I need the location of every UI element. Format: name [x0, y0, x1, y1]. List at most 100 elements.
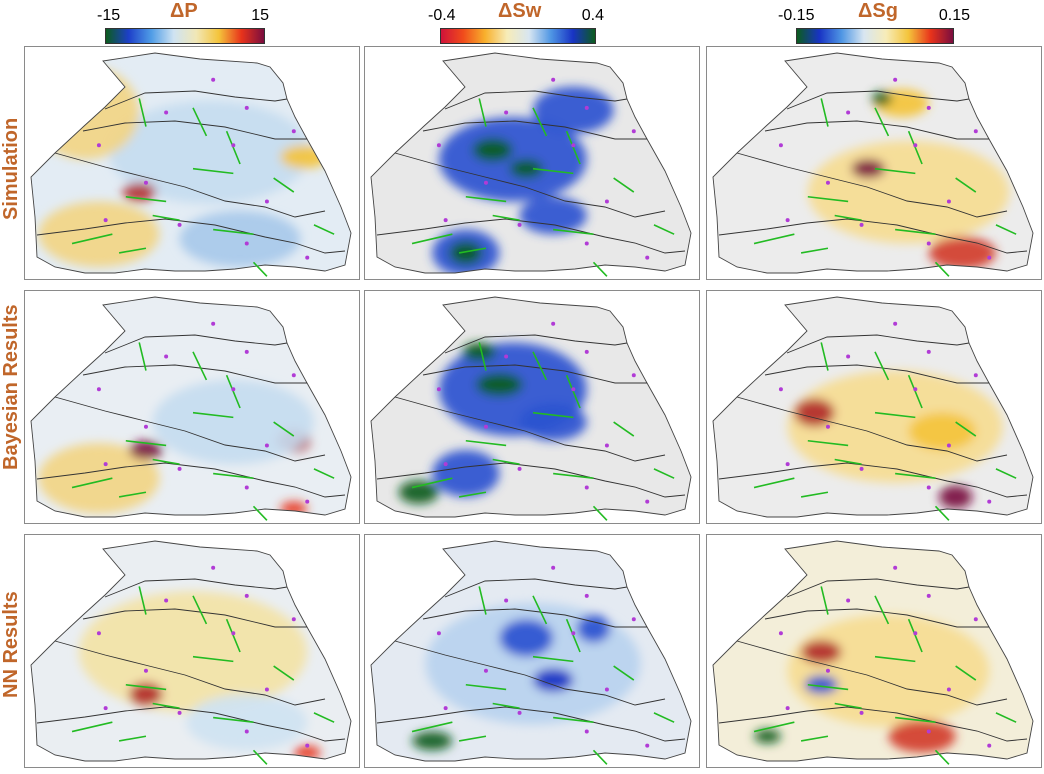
well-trajectory — [653, 712, 675, 723]
well-marker — [143, 180, 148, 185]
well-trajectory — [955, 177, 977, 193]
map-panel-simulation-dp — [24, 46, 360, 280]
well-marker — [96, 143, 101, 148]
fault-line — [394, 640, 666, 706]
well-marker — [244, 349, 249, 354]
well-marker — [631, 129, 636, 134]
well-marker — [973, 617, 978, 622]
well-marker — [785, 706, 790, 711]
property-anomaly — [438, 117, 587, 202]
well-marker — [584, 241, 589, 246]
well-marker — [143, 424, 148, 429]
property-anomaly — [280, 145, 328, 169]
well-marker — [291, 129, 296, 134]
fault-line — [736, 640, 1008, 706]
well-marker — [584, 349, 589, 354]
well-trajectory — [565, 374, 581, 409]
well-marker — [926, 241, 931, 246]
colorbar-delta-sw: -0.4 ΔSw 0.4 — [428, 0, 604, 44]
well-marker — [264, 443, 269, 448]
property-anomaly — [462, 342, 497, 362]
colorbar-title: ΔSw — [498, 0, 542, 22]
well-trajectory — [807, 439, 849, 447]
well-trajectory — [874, 107, 890, 137]
well-marker — [483, 668, 488, 673]
well-marker — [859, 222, 864, 227]
map-panel-bayesian-dsg — [706, 290, 1042, 524]
well-trajectory — [71, 233, 113, 245]
property-anomaly — [519, 196, 587, 235]
well-marker — [604, 199, 609, 204]
colorbar-title: ΔP — [170, 0, 198, 22]
well-marker — [103, 218, 108, 223]
well-trajectory — [553, 472, 594, 479]
well-marker — [913, 631, 918, 636]
fault-line — [36, 706, 346, 742]
well-trajectory — [613, 665, 635, 681]
well-marker — [551, 77, 556, 82]
map-panel-simulation-dsg — [706, 46, 1042, 280]
well-trajectory — [118, 247, 147, 254]
fault-line — [376, 462, 686, 498]
map-svg — [370, 52, 692, 277]
well-trajectory — [553, 716, 594, 723]
field-boundary — [712, 296, 1034, 518]
well-marker — [913, 143, 918, 148]
well-marker — [604, 443, 609, 448]
well-trajectory — [934, 749, 950, 765]
well-trajectory — [118, 735, 147, 742]
well-marker — [846, 354, 851, 359]
well-marker — [164, 110, 169, 115]
well-marker — [926, 593, 931, 598]
well-marker — [164, 354, 169, 359]
well-marker — [778, 143, 783, 148]
row-label-simulation: Simulation — [0, 117, 22, 220]
well-marker — [551, 565, 556, 570]
well-marker — [244, 485, 249, 490]
colorbar-min-label: -0.4 — [428, 7, 456, 24]
well-trajectory — [192, 107, 208, 137]
well-marker — [893, 77, 898, 82]
colorbar-gradient — [796, 28, 954, 44]
well-marker — [946, 687, 951, 692]
well-trajectory — [613, 421, 635, 437]
well-marker — [926, 485, 931, 490]
well-marker — [913, 387, 918, 392]
map-panel-nn-dp — [24, 534, 360, 768]
fault-line — [736, 396, 1008, 462]
property-anomaly — [472, 138, 513, 162]
well-marker — [305, 743, 310, 748]
well-trajectory — [152, 214, 180, 221]
well-trajectory — [995, 224, 1017, 235]
well-marker — [973, 129, 978, 134]
well-trajectory — [152, 458, 180, 465]
fault-line — [786, 90, 970, 110]
colorbar-delta-p: -15 ΔP 15 — [97, 0, 269, 44]
property-anomaly — [787, 614, 990, 727]
colorbar-min-label: -15 — [97, 7, 121, 24]
well-trajectory — [192, 351, 208, 381]
well-marker — [244, 593, 249, 598]
property-anomaly — [804, 675, 839, 695]
well-trajectory — [934, 261, 950, 277]
map-panel-nn-dsw — [364, 534, 700, 768]
well-marker — [825, 424, 830, 429]
property-anomaly — [519, 403, 587, 441]
fault-line — [54, 640, 326, 706]
well-marker — [211, 565, 216, 570]
well-marker — [305, 255, 310, 260]
property-anomaly — [871, 91, 892, 106]
well-trajectory — [753, 721, 795, 733]
well-marker — [103, 462, 108, 467]
well-trajectory — [478, 342, 487, 371]
property-anomaly — [754, 729, 781, 744]
well-trajectory — [895, 716, 936, 723]
row-label-nn: NN Results — [0, 591, 22, 698]
well-marker — [893, 565, 898, 570]
well-marker — [231, 631, 236, 636]
well-marker — [631, 373, 636, 378]
fault-line — [36, 462, 346, 498]
well-trajectory — [613, 177, 635, 193]
well-marker — [291, 617, 296, 622]
fault-line — [54, 396, 326, 462]
